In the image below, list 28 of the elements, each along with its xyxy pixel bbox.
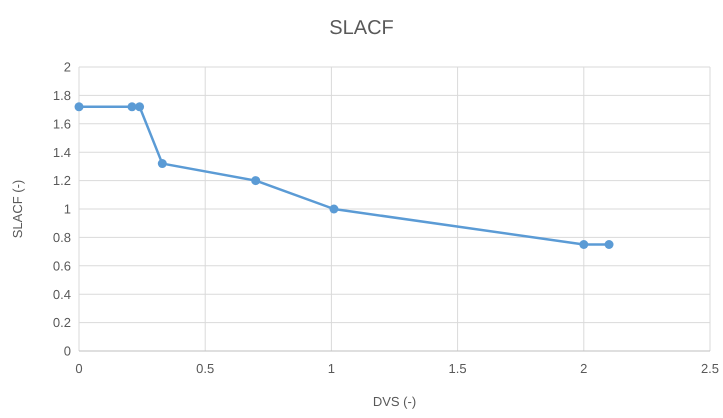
x-axis-title: DVS (-) [372,394,416,409]
x-tick-label: 1 [328,361,336,376]
point [329,204,338,214]
x-tick-label: 0.5 [196,361,214,376]
point [251,176,260,186]
point [579,240,588,249]
y-tick-label: 1.6 [52,116,71,132]
y-tick-label: 1.2 [52,173,71,188]
point [128,102,137,112]
point [158,159,167,168]
x-tick-label: 2.5 [700,361,720,376]
point [604,240,614,249]
chart-title: SLACF [329,17,394,39]
y-tick-label: 1.4 [52,144,71,160]
y-tick-label: 1.8 [52,88,71,103]
y-tick-label: 0.4 [52,286,71,302]
y-tick-label: 0 [64,344,71,359]
point [74,102,84,112]
y-tick-label: 1 [64,202,71,217]
y-tick-label: 0.2 [52,315,71,330]
x-tick-label: 2 [580,361,588,376]
y-tick-label: 0.6 [52,258,71,274]
y-axis-title: SLACF (-) [10,180,25,238]
y-tick-label: 0.8 [52,230,71,245]
y-tick-label: 2 [64,60,71,75]
point [135,102,144,112]
x-tick-label: 0 [75,361,83,376]
x-tick-label: 1.5 [448,361,467,376]
